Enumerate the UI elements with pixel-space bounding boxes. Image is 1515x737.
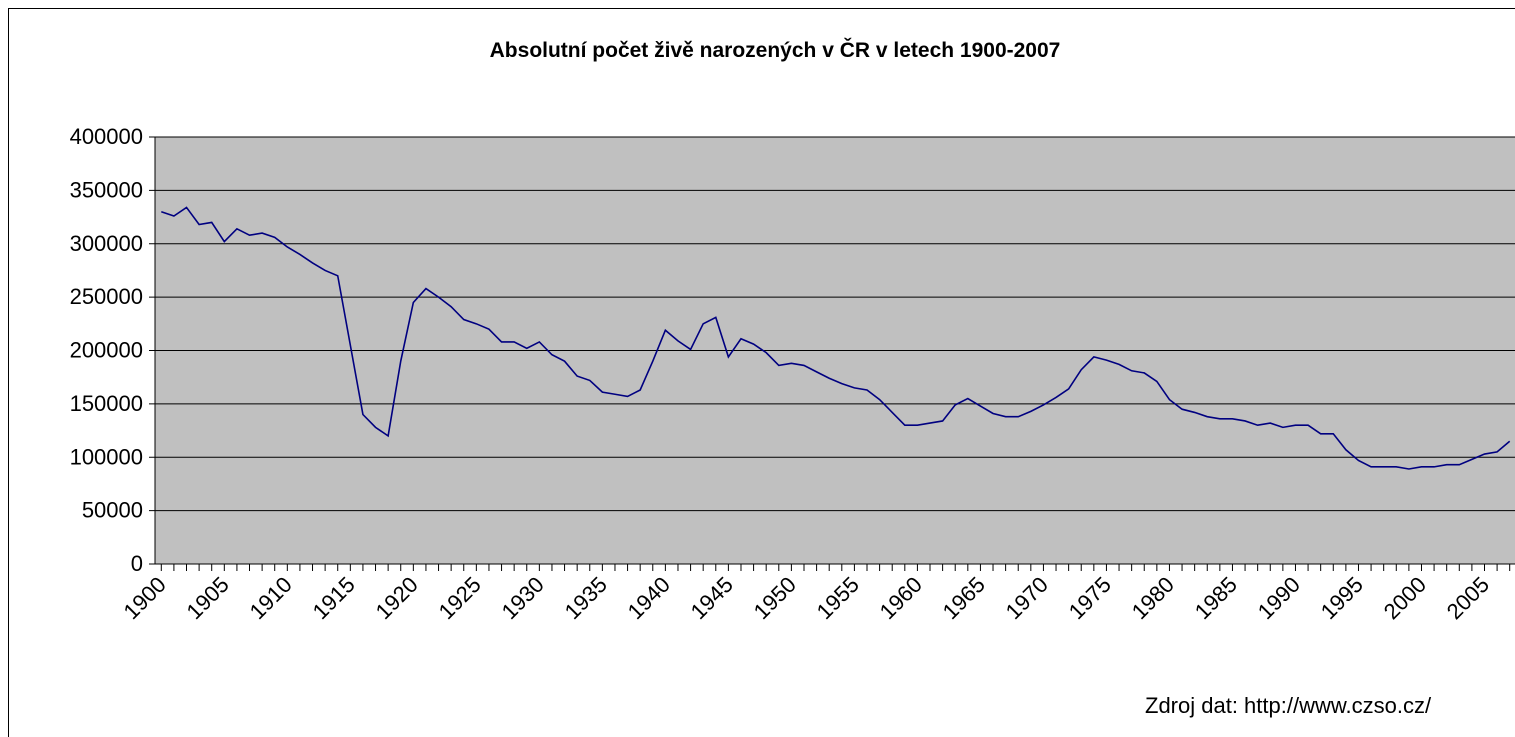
y-tick-label: 150000 bbox=[70, 391, 143, 416]
y-tick-label: 0 bbox=[131, 551, 143, 576]
data-line bbox=[161, 206, 1511, 470]
y-tick-label: 100000 bbox=[70, 444, 143, 469]
y-tick-label: 300000 bbox=[70, 231, 143, 256]
y-tick-label: 350000 bbox=[70, 177, 143, 202]
y-tick-label: 50000 bbox=[82, 498, 143, 523]
chart-title: Absolutní počet živě narozených v ČR v l… bbox=[490, 38, 1061, 62]
y-tick-label: 200000 bbox=[70, 338, 143, 363]
y-tick-label: 400000 bbox=[70, 124, 143, 149]
y-tick-label: 250000 bbox=[70, 284, 143, 309]
source-note: Zdroj dat: http://www.czso.cz/ bbox=[1145, 693, 1432, 718]
